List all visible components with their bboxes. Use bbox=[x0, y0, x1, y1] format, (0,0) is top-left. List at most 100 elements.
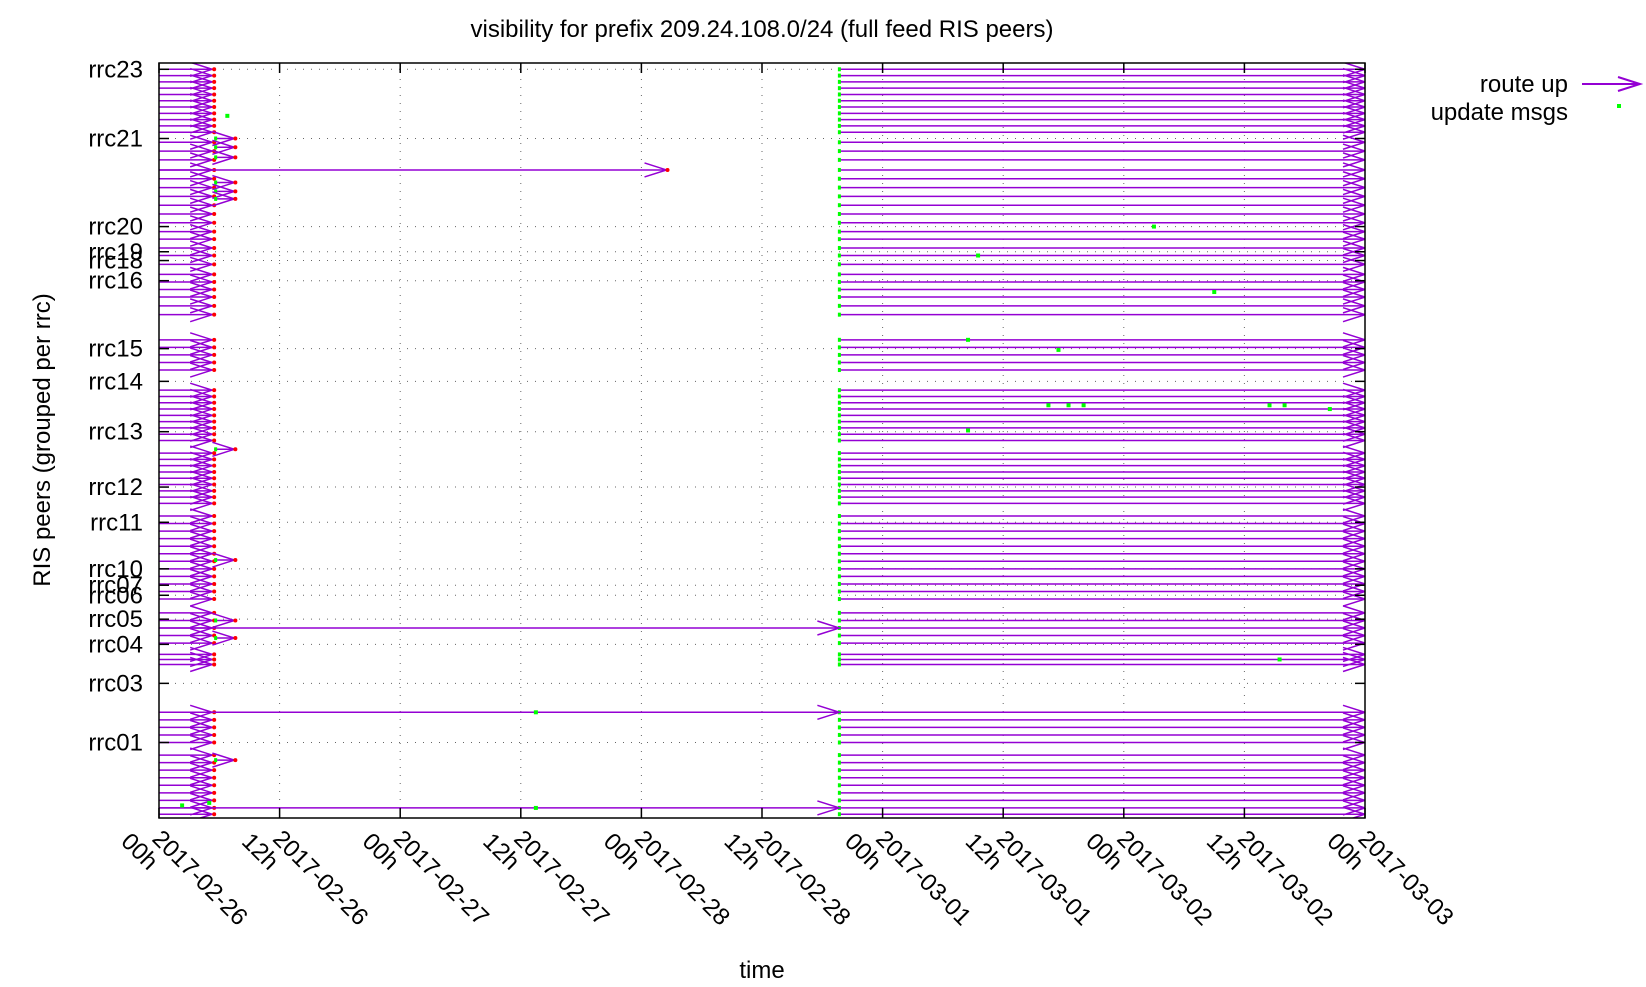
y-tick-label: rrc21 bbox=[88, 126, 143, 153]
withdraw-point bbox=[212, 400, 217, 405]
withdraw-point bbox=[212, 303, 217, 308]
route-arrowhead bbox=[1342, 240, 1365, 256]
withdraw-point bbox=[212, 245, 217, 250]
update-point bbox=[1056, 347, 1061, 352]
update-point bbox=[966, 428, 971, 433]
withdraw-point bbox=[212, 463, 217, 468]
withdraw-point bbox=[233, 618, 238, 623]
route-arrowhead bbox=[1342, 523, 1365, 539]
update-point bbox=[837, 425, 841, 430]
y-tick-label: rrc15 bbox=[88, 336, 143, 363]
update-point bbox=[837, 229, 841, 234]
withdraw-point bbox=[212, 438, 217, 443]
update-point bbox=[837, 194, 841, 199]
route-arrowhead bbox=[1342, 93, 1365, 109]
route-arrowhead bbox=[1342, 354, 1365, 371]
route-arrowhead bbox=[817, 800, 842, 816]
update-point bbox=[837, 140, 841, 145]
update-point bbox=[533, 710, 538, 715]
update-point bbox=[837, 245, 841, 250]
withdraw-point bbox=[212, 352, 217, 357]
update-point bbox=[1282, 403, 1287, 408]
update-point bbox=[837, 725, 841, 730]
route-arrowhead bbox=[1342, 635, 1365, 651]
update-point bbox=[837, 488, 841, 493]
legend-label-route-up: route up bbox=[1480, 71, 1568, 98]
update-point bbox=[966, 337, 971, 342]
route-arrowhead bbox=[1342, 118, 1365, 134]
withdraw-point bbox=[233, 447, 238, 452]
y-tick-label: rrc23 bbox=[88, 56, 143, 83]
update-point bbox=[837, 597, 841, 602]
update-point bbox=[837, 279, 841, 284]
update-point bbox=[837, 111, 841, 116]
update-point bbox=[837, 551, 841, 556]
x-tick-date: 2017-02-26 bbox=[147, 825, 253, 931]
update-point bbox=[837, 618, 841, 623]
update-point bbox=[1267, 403, 1272, 408]
withdraw-point bbox=[212, 67, 217, 72]
route-arrowhead bbox=[1342, 754, 1365, 771]
update-point bbox=[214, 636, 218, 641]
route-arrowhead bbox=[1342, 656, 1365, 673]
withdraw-point bbox=[212, 732, 217, 737]
withdraw-point bbox=[212, 117, 217, 122]
withdraw-point bbox=[233, 196, 238, 201]
update-point bbox=[837, 92, 841, 97]
update-point bbox=[837, 463, 841, 468]
route-arrowhead bbox=[1342, 470, 1365, 486]
x-axis-title: time bbox=[739, 957, 784, 984]
update-point bbox=[214, 155, 218, 160]
update-point bbox=[837, 352, 841, 357]
update-point bbox=[837, 149, 841, 154]
withdraw-point bbox=[212, 725, 217, 730]
update-point bbox=[837, 768, 841, 773]
update-point bbox=[837, 272, 841, 277]
withdraw-point bbox=[212, 272, 217, 277]
update-point bbox=[1046, 403, 1051, 408]
x-tick-date: 2017-03-01 bbox=[991, 825, 1097, 931]
withdraw-point bbox=[212, 488, 217, 493]
withdraw-point bbox=[233, 145, 238, 150]
withdraw-point bbox=[212, 237, 217, 242]
update-point bbox=[837, 641, 841, 646]
withdraw-point bbox=[665, 167, 670, 172]
y-tick-label: rrc18 bbox=[88, 248, 143, 275]
withdraw-point bbox=[212, 495, 217, 500]
update-point bbox=[214, 558, 218, 563]
x-tick-date: 2017-02-27 bbox=[388, 825, 494, 931]
withdraw-point bbox=[212, 740, 217, 745]
update-point bbox=[837, 732, 841, 737]
route-arrowhead bbox=[1342, 67, 1365, 84]
update-point bbox=[837, 220, 841, 225]
route-arrowhead bbox=[1342, 483, 1365, 499]
update-point bbox=[837, 212, 841, 216]
update-point bbox=[837, 400, 841, 405]
withdraw-point bbox=[212, 287, 217, 292]
withdraw-point bbox=[212, 536, 217, 541]
withdraw-point bbox=[212, 79, 217, 84]
route-arrowhead bbox=[1342, 281, 1365, 298]
update-point bbox=[976, 253, 981, 258]
withdraw-point bbox=[212, 92, 217, 97]
withdraw-point bbox=[212, 86, 217, 91]
update-point bbox=[214, 758, 218, 763]
route-arrowhead bbox=[1342, 388, 1365, 405]
update-point bbox=[1081, 403, 1086, 408]
y-tick-label: rrc13 bbox=[88, 419, 143, 446]
route-arrowhead bbox=[1342, 770, 1365, 786]
update-point bbox=[214, 618, 218, 623]
withdraw-point bbox=[212, 652, 217, 657]
x-tick-date: 2017-03-01 bbox=[870, 825, 976, 931]
update-point bbox=[837, 652, 841, 657]
update-point bbox=[1327, 407, 1332, 412]
y-tick-label: rrc03 bbox=[88, 670, 143, 697]
withdraw-point bbox=[212, 469, 217, 474]
route-arrowhead bbox=[1342, 800, 1365, 816]
route-arrowhead bbox=[1342, 712, 1365, 728]
withdraw-point bbox=[212, 123, 217, 128]
update-point bbox=[837, 812, 841, 817]
